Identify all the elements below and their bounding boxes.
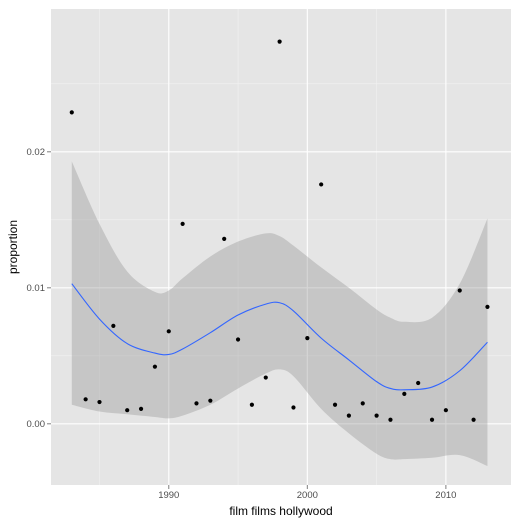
x-tick-label: 2000 <box>297 490 318 501</box>
data-point <box>305 336 310 341</box>
data-point <box>222 236 227 241</box>
data-point <box>235 337 241 342</box>
x-tick-label: 2010 <box>435 490 456 501</box>
data-point <box>429 417 435 422</box>
data-point <box>111 323 116 328</box>
data-point <box>263 375 268 380</box>
smooth-trend-line <box>71 283 488 391</box>
confidence-band <box>71 161 488 466</box>
data-point <box>125 408 130 413</box>
x-axis-title: film films hollywood <box>229 504 332 518</box>
data-point <box>291 405 296 410</box>
y-tick-label: 0.00 <box>27 419 46 430</box>
data-point <box>457 288 462 293</box>
x-axis-ticks: 1990 2000 2010 <box>158 485 456 501</box>
data-point <box>249 402 255 407</box>
data-point <box>194 401 199 406</box>
data-point <box>152 364 158 369</box>
y-axis-ticks: 0.00 0.01 0.02 <box>27 147 51 430</box>
x-tick-label: 1990 <box>158 490 179 501</box>
data-points <box>69 39 490 422</box>
data-point <box>97 399 102 405</box>
data-point <box>374 413 379 418</box>
data-point <box>69 110 74 115</box>
data-point <box>319 182 324 187</box>
data-point <box>277 39 282 44</box>
data-point <box>443 408 448 413</box>
plot-panel <box>51 9 511 485</box>
minor-gridlines <box>51 9 511 485</box>
data-point <box>208 398 213 403</box>
data-point <box>180 221 185 226</box>
data-point <box>138 406 144 411</box>
data-point <box>471 417 476 422</box>
data-point <box>388 417 393 422</box>
data-point <box>83 397 88 402</box>
data-point <box>166 329 171 334</box>
data-point <box>485 304 490 309</box>
data-point <box>416 380 421 386</box>
y-tick-label: 0.01 <box>27 283 46 294</box>
y-tick-label: 0.02 <box>27 147 46 158</box>
data-point <box>360 401 365 406</box>
data-point <box>332 402 338 407</box>
major-gridlines <box>51 9 511 485</box>
data-point <box>346 413 351 418</box>
y-axis-title: proportion <box>6 220 20 274</box>
data-point <box>402 391 407 396</box>
